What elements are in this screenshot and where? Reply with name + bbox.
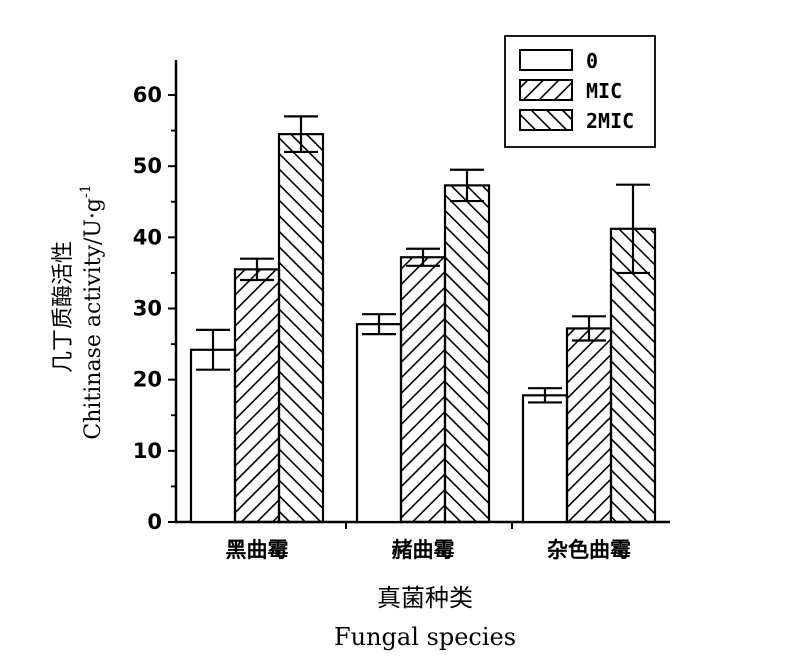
legend-entry: 0 — [519, 49, 598, 73]
y-axis-label-cn: 几丁质酶活性 — [51, 241, 76, 373]
y-ticks: 0 10 20 30 40 50 60 — [133, 83, 176, 534]
y-axis-label-en: Chitinase activity/U·g-1 — [78, 184, 106, 439]
bar — [233, 268, 281, 524]
bar — [443, 184, 491, 524]
y-tick-label: 30 — [133, 297, 162, 321]
legend-swatch — [519, 109, 573, 131]
legend-label: 2MIC — [586, 109, 634, 133]
error-bar — [196, 328, 230, 371]
bar — [277, 133, 325, 524]
y-tick-label: 20 — [133, 368, 162, 392]
error-bar — [450, 168, 484, 203]
y-tick-label: 60 — [133, 83, 162, 107]
error-bar — [240, 257, 274, 282]
legend-swatch — [519, 49, 573, 71]
category-label: 赭曲霉 — [392, 538, 455, 562]
bar — [189, 348, 237, 524]
bar — [521, 394, 569, 524]
error-bar — [284, 115, 318, 154]
y-tick-label: 10 — [133, 439, 162, 463]
legend-label: 0 — [586, 49, 598, 73]
y-tick-label: 50 — [133, 154, 162, 178]
y-tick-label: 0 — [147, 510, 162, 534]
bars — [189, 133, 657, 524]
y-tick-label: 40 — [133, 225, 162, 249]
y-axis-label: 几丁质酶活性 Chitinase activity/U·g-1 — [51, 184, 106, 439]
error-bar — [406, 247, 440, 267]
x-ticks — [345, 522, 513, 529]
bar — [355, 323, 403, 524]
category-labels: 黑曲霉 赭曲霉 杂色曲霉 — [226, 538, 632, 562]
error-bar — [528, 387, 562, 404]
error-bars — [196, 115, 650, 404]
error-bar — [362, 313, 396, 336]
legend: 0 MIC 2MIC — [504, 35, 656, 148]
category-label: 黑曲霉 — [226, 538, 289, 562]
legend-swatch — [519, 79, 573, 101]
category-label: 杂色曲霉 — [547, 538, 631, 562]
legend-label: MIC — [586, 79, 622, 103]
error-bar — [572, 315, 606, 342]
bar — [565, 327, 613, 524]
error-bar — [616, 183, 650, 275]
bar — [609, 227, 657, 524]
bar — [399, 256, 447, 524]
x-axis-label-cn: 真菌种类 — [377, 584, 473, 612]
legend-entry: 2MIC — [519, 109, 634, 133]
legend-entry: MIC — [519, 79, 622, 103]
x-axis-label-en: Fungal species — [334, 623, 516, 651]
